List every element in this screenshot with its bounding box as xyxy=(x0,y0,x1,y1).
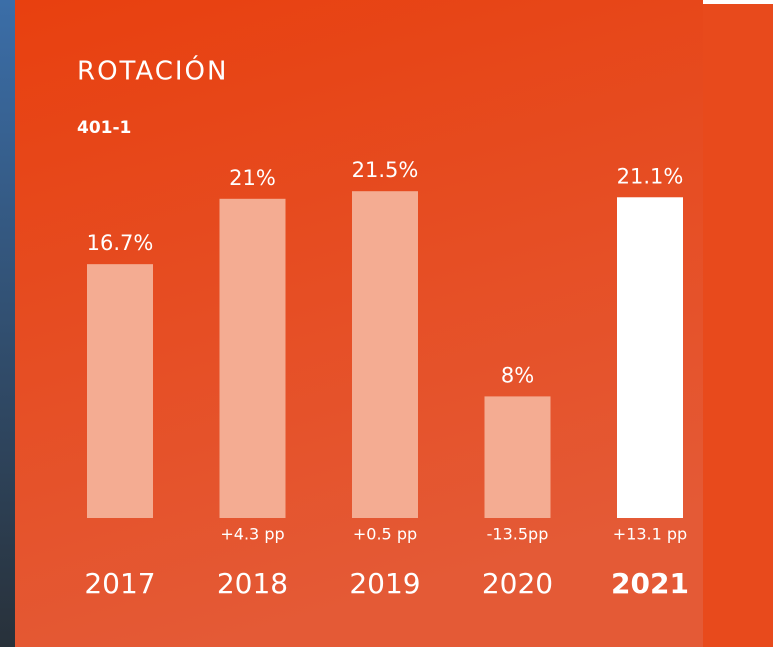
chart-title: ROTACIÓN xyxy=(77,55,228,87)
x-tick-label: 2017 xyxy=(84,567,155,600)
bar xyxy=(352,191,418,518)
x-tick-label: 2018 xyxy=(217,567,288,600)
x-tick-label: 2019 xyxy=(349,567,420,600)
bar xyxy=(617,197,683,518)
side-panel xyxy=(703,0,773,647)
chart-subtitle: 401-1 xyxy=(77,118,131,138)
top-strip xyxy=(703,0,773,4)
change-label: +4.3 pp xyxy=(220,525,284,544)
bar xyxy=(219,198,286,519)
x-tick-label: 2021 xyxy=(611,567,689,600)
change-label: +0.5 pp xyxy=(353,525,417,544)
value-label: 21.5% xyxy=(352,158,419,182)
change-label: +13.1 pp xyxy=(613,525,687,544)
value-label: 8% xyxy=(501,363,534,387)
bar xyxy=(484,396,551,518)
change-label: -13.5pp xyxy=(487,525,549,544)
bar xyxy=(87,264,153,518)
value-label: 16.7% xyxy=(87,231,154,255)
value-label: 21.1% xyxy=(617,164,684,188)
value-label: 21% xyxy=(229,166,276,190)
x-tick-label: 2020 xyxy=(482,567,553,600)
